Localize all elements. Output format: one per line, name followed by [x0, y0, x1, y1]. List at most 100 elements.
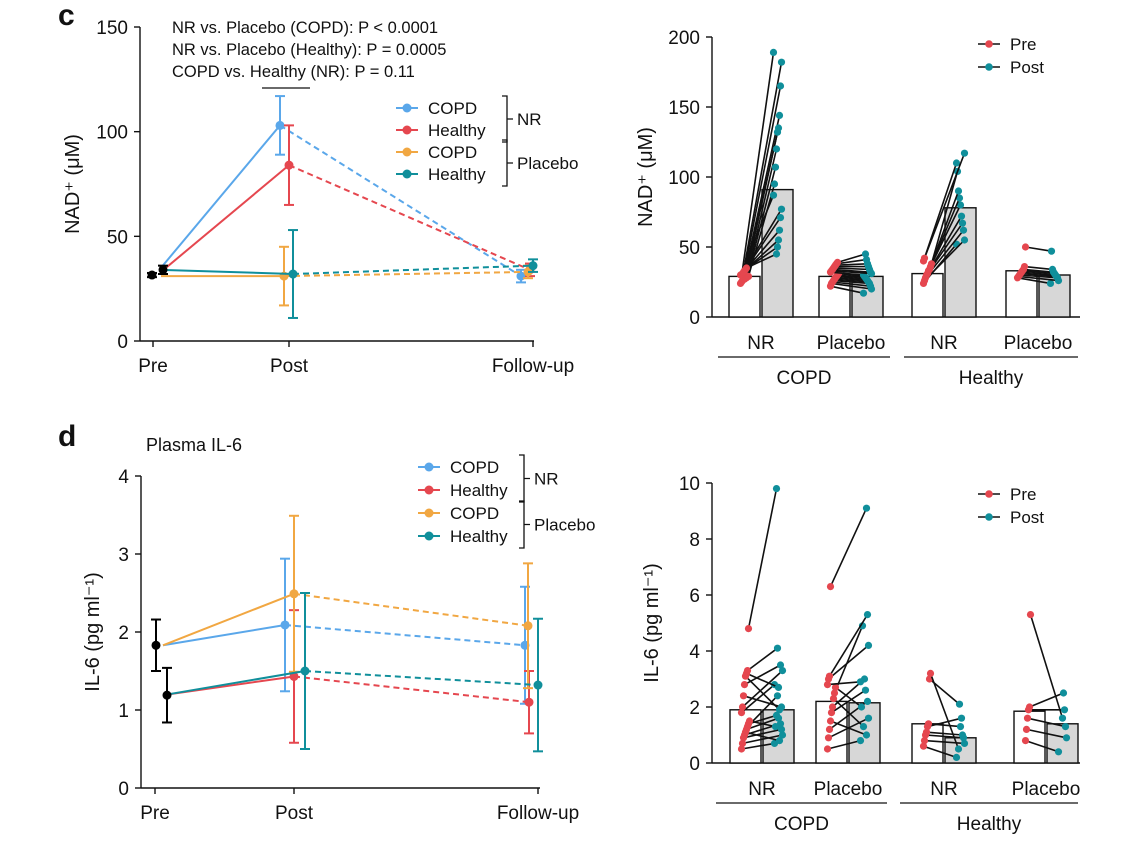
point-post [863, 697, 872, 706]
legend-swatch-marker [402, 169, 412, 179]
y-tick-label: 2 [689, 698, 700, 719]
paired-line [926, 731, 963, 736]
chart-c-right: 0 50 100 150 200 NAD⁺ (μM) NR Placebo NR Placebo C… [635, 28, 1080, 389]
point-post [957, 714, 966, 722]
paired-line [830, 271, 864, 276]
series-line-solid [160, 164, 290, 273]
y-tick-label: 6 [689, 586, 700, 607]
legend-swatch-marker [985, 63, 993, 71]
paired-line [741, 742, 775, 750]
supergroup-label: COPD [774, 814, 829, 835]
point-pre [831, 683, 840, 692]
point-post [864, 714, 873, 722]
paired-line [831, 270, 872, 275]
paired-line [832, 281, 871, 287]
point-pre [744, 625, 753, 633]
point-pre [920, 254, 929, 262]
point-pre [1025, 703, 1034, 711]
paired-line [923, 745, 957, 759]
series-line-dashed [292, 264, 534, 276]
y-tick-label: 1 [118, 701, 129, 722]
point-post [774, 236, 783, 244]
paired-line [740, 62, 783, 283]
point-post [955, 194, 964, 202]
paired-line [827, 681, 861, 686]
point-pre [1020, 263, 1029, 271]
legend-swatch-marker [424, 531, 434, 541]
paired-line [1029, 614, 1064, 719]
point-post [774, 683, 783, 692]
series-line-dashed [284, 623, 526, 647]
legend-bracket [519, 454, 530, 503]
paired-line [741, 85, 782, 281]
point-pre [830, 689, 839, 697]
data-point [280, 620, 290, 630]
paired-line [741, 217, 782, 275]
paired-line [923, 152, 966, 259]
paired-line [1026, 728, 1067, 739]
legend-label: Healthy [450, 527, 508, 546]
legend-swatch-marker [424, 485, 434, 495]
group-label: NR [747, 333, 774, 354]
point-pre [824, 734, 833, 742]
legend-label: Pre [1010, 35, 1036, 54]
y-tick-label: 10 [679, 474, 700, 495]
y-tick-label: 4 [118, 467, 129, 488]
point-post [777, 205, 786, 213]
point-post [955, 700, 964, 708]
point-post [778, 731, 787, 739]
data-point [284, 160, 294, 170]
paired-line [1027, 717, 1066, 728]
paired-line [836, 275, 867, 280]
point-post [772, 145, 781, 153]
stat-annotation: NR vs. Placebo (COPD): P < 0.0001 [172, 19, 438, 37]
point-pre [924, 720, 933, 728]
y-tick-label: 200 [668, 28, 700, 49]
point-pre [738, 739, 747, 748]
bar-post [1038, 274, 1071, 318]
paired-line [827, 644, 870, 680]
paired-line [745, 731, 780, 742]
paired-line [745, 148, 778, 278]
point-post [862, 256, 871, 264]
point-post [960, 236, 969, 244]
paired-line [747, 488, 778, 629]
point-pre [742, 264, 751, 272]
paired-line [1018, 275, 1059, 282]
point-post [856, 678, 865, 686]
point-post [769, 48, 778, 57]
point-post [864, 641, 873, 650]
point-pre [745, 717, 754, 725]
baseline-point [147, 270, 157, 280]
point-post [769, 191, 778, 199]
x-tick-label: Post [270, 356, 309, 377]
legend-label: Post [1010, 58, 1044, 77]
point-post [861, 686, 870, 694]
point-pre [739, 692, 748, 700]
paired-line [835, 277, 868, 282]
paired-line [743, 728, 782, 739]
point-post [862, 504, 871, 512]
paired-line [831, 689, 866, 714]
point-pre [1023, 714, 1032, 722]
point-post [863, 611, 872, 619]
paired-line [749, 720, 776, 728]
y-axis-title: NAD⁺ (μM) [62, 134, 84, 234]
paired-line [924, 739, 965, 745]
legend-swatch-marker [402, 125, 412, 135]
paired-line [1029, 692, 1064, 708]
point-post [1060, 706, 1069, 714]
point-pre [1021, 737, 1030, 745]
series-line-solid [160, 268, 294, 276]
group-label: Placebo [1012, 779, 1081, 800]
paired-line [1024, 265, 1053, 271]
series-line-solid [162, 592, 295, 647]
point-post [862, 731, 871, 739]
legend-swatch-marker [402, 103, 412, 113]
y-tick-label: 50 [679, 238, 700, 259]
paired-line [744, 132, 779, 278]
baseline-point [162, 690, 172, 700]
point-post [958, 219, 967, 227]
point-pre [920, 737, 929, 745]
